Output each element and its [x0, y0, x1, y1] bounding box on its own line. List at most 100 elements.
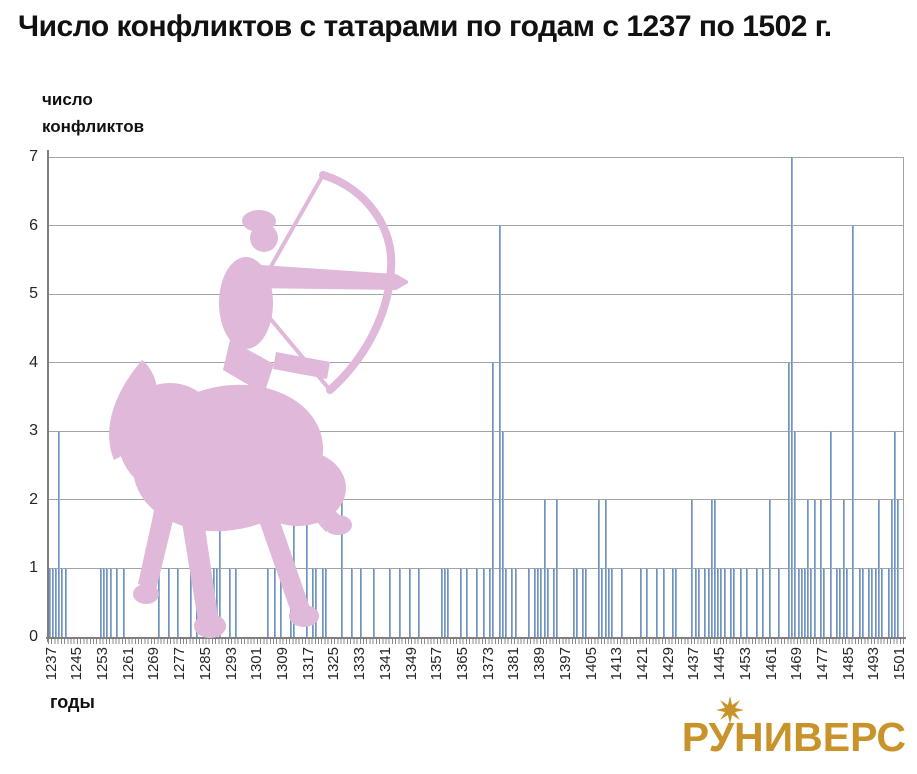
- bar-year-1471: [800, 568, 803, 637]
- x-tick-label-1269: 1269: [145, 647, 163, 681]
- bar-year-1490: [861, 568, 864, 637]
- x-tick-label-1325: 1325: [325, 647, 343, 681]
- bar-year-1386: [527, 568, 530, 637]
- bar-year-1444: [713, 499, 716, 637]
- bar-year-1469: [794, 431, 797, 637]
- bar-year-1423: [646, 568, 649, 637]
- y-tick-label-6: 6: [29, 216, 38, 234]
- bar-year-1305: [267, 568, 270, 637]
- x-tick-label-1485: 1485: [839, 647, 857, 681]
- x-tick-label-1349: 1349: [402, 647, 420, 681]
- page-title: Число конфликтов с татарами по годам с 1…: [18, 10, 832, 43]
- bar-year-1421: [640, 568, 643, 637]
- bar-year-1443: [710, 499, 713, 637]
- bar-year-1394: [553, 568, 556, 637]
- y-axis-title: число конфликтов: [42, 86, 144, 140]
- gridline-y-7: [48, 156, 903, 158]
- horse-archer-illustration: [98, 158, 410, 648]
- bar-year-1464: [778, 568, 781, 637]
- bar-year-1500: [893, 431, 896, 637]
- x-tick-label-1429: 1429: [659, 647, 677, 681]
- x-tick-label-1357: 1357: [428, 647, 446, 681]
- bar-year-1349: [408, 568, 411, 637]
- y-tick-label-2: 2: [29, 490, 38, 508]
- bar-year-1467: [787, 362, 790, 637]
- bar-year-1334: [360, 568, 363, 637]
- bar-year-1404: [585, 568, 588, 637]
- eight-point-star-icon: [716, 696, 744, 724]
- bar-year-1289: [215, 568, 218, 637]
- bar-year-1468: [791, 157, 794, 637]
- bar-year-1426: [656, 568, 659, 637]
- bar-year-1395: [556, 499, 559, 637]
- x-tick-label-1389: 1389: [531, 647, 549, 681]
- bar-year-1307: [273, 568, 276, 637]
- x-axis-title: годы: [50, 692, 95, 712]
- bar-year-1485: [845, 568, 848, 637]
- bar-year-1290: [218, 499, 221, 637]
- bar-year-1237: [48, 568, 51, 637]
- bar-year-1346: [398, 568, 401, 637]
- bar-year-1442: [707, 568, 710, 637]
- bar-year-1277: [177, 568, 180, 637]
- bar-year-1367: [466, 568, 469, 637]
- x-axis-minor-ticks: [48, 639, 904, 644]
- bar-year-1382: [514, 568, 517, 637]
- bar-year-1258: [116, 568, 119, 637]
- bar-year-1260: [122, 568, 125, 637]
- y-tick-label-1: 1: [29, 559, 38, 577]
- bar-year-1428: [662, 568, 665, 637]
- bar-year-1390: [540, 568, 543, 637]
- runivers-logo: РУНИВЕРС: [600, 696, 910, 764]
- bar-year-1374: [488, 568, 491, 637]
- bar-year-1378: [501, 431, 504, 637]
- bar-year-1446: [720, 568, 723, 637]
- bar-year-1492: [868, 568, 871, 637]
- x-tick-label-1333: 1333: [351, 647, 369, 681]
- bar-year-1375: [492, 362, 495, 637]
- bar-year-1478: [823, 568, 826, 637]
- bar-year-1323: [325, 568, 328, 637]
- bar-year-1450: [733, 568, 736, 637]
- bar-year-1281: [190, 568, 193, 637]
- x-tick-label-1421: 1421: [634, 647, 652, 681]
- bar-year-1379: [505, 568, 508, 637]
- runivers-logo-text: РУНИВЕРС: [681, 714, 906, 760]
- bar-year-1352: [418, 568, 421, 637]
- bar-year-1496: [881, 568, 884, 637]
- bar-year-1400: [572, 568, 575, 637]
- bar-year-1401: [575, 568, 578, 637]
- x-tick-label-1293: 1293: [222, 647, 240, 681]
- bar-year-1372: [482, 568, 485, 637]
- x-tick-label-1285: 1285: [196, 647, 214, 681]
- bar-year-1295: [235, 568, 238, 637]
- bar-year-1495: [877, 499, 880, 637]
- bar-year-1438: [694, 568, 697, 637]
- bar-year-1454: [746, 568, 749, 637]
- gridline-y-5: [48, 293, 903, 295]
- bar-year-1415: [620, 568, 623, 637]
- x-tick-label-1453: 1453: [736, 647, 754, 681]
- bar-year-1441: [704, 568, 707, 637]
- x-tick-label-1397: 1397: [556, 647, 574, 681]
- bar-year-1410: [604, 499, 607, 637]
- bar-year-1482: [836, 568, 839, 637]
- bar-year-1449: [730, 568, 733, 637]
- bar-year-1484: [842, 499, 845, 637]
- bar-year-1483: [839, 568, 842, 637]
- bar-year-1459: [762, 568, 765, 637]
- bar-year-1445: [717, 568, 720, 637]
- gridline-y-6: [48, 225, 903, 227]
- bar-year-1317: [305, 499, 308, 637]
- x-tick-label-1413: 1413: [608, 647, 626, 681]
- bar-year-1359: [440, 568, 443, 637]
- bar-year-1472: [803, 568, 806, 637]
- bar-year-1473: [807, 499, 810, 637]
- bar-year-1457: [755, 568, 758, 637]
- bar-year-1274: [167, 568, 170, 637]
- bar-year-1437: [691, 499, 694, 637]
- gridline-y-3: [48, 430, 903, 432]
- bar-year-1241: [61, 568, 64, 637]
